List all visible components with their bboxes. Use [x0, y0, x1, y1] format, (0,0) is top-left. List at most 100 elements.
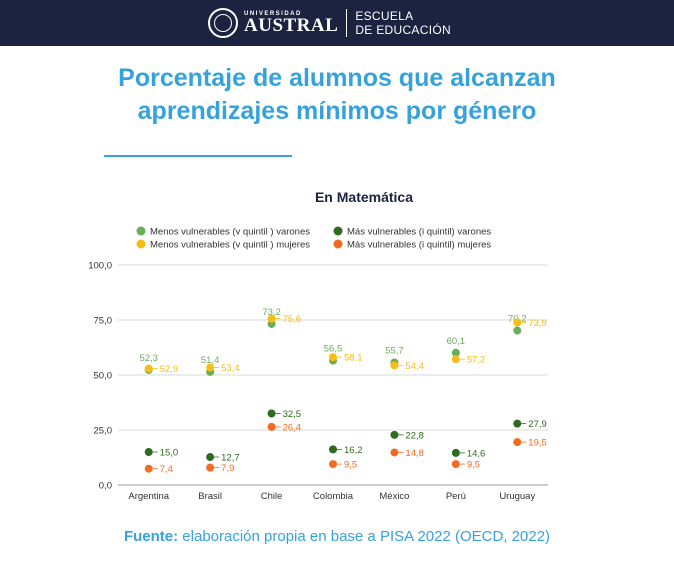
- data-label: 26,4: [283, 422, 302, 433]
- data-label: 14,6: [467, 448, 486, 459]
- data-label: 60,1: [447, 336, 466, 347]
- series-group: 15,0 12,7 32,5 16,2 22,8 14,6 27,9: [144, 409, 547, 464]
- data-point[interactable]: [451, 355, 460, 364]
- chart-legend: Menos vulnerables (v quintil ) varones Má…: [136, 226, 492, 251]
- data-label: 56,5: [324, 344, 343, 355]
- data-point[interactable]: [206, 363, 215, 372]
- header-bar: UNIVERSIDAD AUSTRAL ESCUELA DE EDUCACIÓN: [0, 0, 674, 46]
- y-tick-label: 0,0: [99, 481, 112, 492]
- school-line-1: ESCUELA: [355, 9, 414, 23]
- data-point[interactable]: [513, 326, 522, 335]
- x-tick-label: Argentina: [128, 491, 169, 502]
- x-tick-label: Uruguay: [499, 491, 535, 502]
- legend-label: Menos vulnerables (v quintil ) varones: [150, 227, 310, 238]
- data-label: 12,7: [221, 453, 240, 464]
- data-label: 75,6: [283, 314, 302, 325]
- chart-grid: [118, 264, 548, 486]
- x-tick-label: Colombia: [313, 491, 354, 502]
- page-title-line-1: Porcentaje de alumnos que alcanzan: [118, 64, 556, 92]
- data-point[interactable]: [451, 348, 460, 357]
- legend-marker: [333, 239, 343, 249]
- x-tick-label: Brasil: [198, 491, 222, 502]
- data-label: 53,4: [221, 363, 240, 374]
- data-point[interactable]: [329, 445, 337, 454]
- y-tick-label: 50,0: [94, 371, 113, 382]
- data-point[interactable]: [144, 448, 153, 456]
- legend-item[interactable]: Menos vulnerables (v quintil ) varones: [136, 226, 311, 238]
- data-label: 7,9: [221, 463, 234, 474]
- x-tick-label: México: [379, 491, 409, 502]
- title-underline: [104, 155, 292, 157]
- series-group: 52,9 53,4 75,6 58,1 54,4 57,2 73,9: [144, 314, 547, 375]
- legend-marker: [136, 239, 146, 249]
- chart: En Matemática Menos vulnerables (v quint…: [88, 189, 548, 502]
- data-point[interactable]: [267, 422, 276, 431]
- school-name: ESCUELA DE EDUCACIÓN: [355, 9, 451, 37]
- x-tick-label: Perú: [446, 491, 466, 502]
- data-label: 27,9: [528, 419, 547, 430]
- legend-marker: [333, 226, 343, 236]
- legend-marker: [136, 226, 146, 236]
- data-point[interactable]: [267, 314, 276, 323]
- legend-label: Más vulnerables (i quintil) mujeres: [347, 240, 491, 251]
- y-tick-label: 75,0: [94, 316, 113, 327]
- data-label: 14,8: [405, 448, 424, 459]
- data-label: 73,9: [528, 318, 547, 329]
- y-tick-label: 25,0: [94, 426, 113, 437]
- y-axis: 0,0 25,0 50,0 75,0 100,0: [88, 261, 112, 492]
- legend-item[interactable]: Más vulnerables (i quintil) varones: [333, 226, 492, 238]
- data-label: 9,5: [467, 460, 480, 471]
- source-note: Fuente: elaboración propia en base a PIS…: [0, 528, 674, 545]
- data-point[interactable]: [329, 460, 337, 469]
- legend-label: Menos vulnerables (v quintil ) mujeres: [150, 240, 310, 251]
- chart-title: En Matemática: [315, 189, 413, 205]
- y-tick-label: 100,0: [88, 261, 112, 272]
- page-title: Porcentaje de alumnos que alcanzan apren…: [0, 62, 674, 128]
- data-point[interactable]: [513, 438, 522, 447]
- legend-label: Más vulnerables (i quintil) varones: [347, 227, 491, 238]
- source-text: elaboración propia en base a PISA 2022 (…: [182, 528, 551, 545]
- data-point[interactable]: [451, 460, 460, 469]
- chart-series: 52,351,473,256,555,760,170,215,012,732,5…: [139, 307, 546, 475]
- data-label: 51,4: [201, 355, 220, 366]
- data-label: 32,5: [283, 409, 302, 420]
- data-point[interactable]: [390, 361, 399, 370]
- data-label: 54,4: [405, 361, 424, 372]
- legend-item[interactable]: Más vulnerables (i quintil) mujeres: [333, 239, 492, 251]
- data-label: 22,8: [405, 430, 424, 441]
- data-label: 52,9: [160, 364, 179, 375]
- school-line-2: DE EDUCACIÓN: [355, 23, 451, 37]
- university-small-label: UNIVERSIDAD: [244, 11, 302, 17]
- series-group: 7,4 7,9 26,4 9,5 14,8 9,5 19,5: [144, 422, 547, 475]
- x-axis: Argentina Brasil Chile Colombia México Perú Ur…: [128, 491, 535, 502]
- university-logo[interactable]: UNIVERSIDAD AUSTRAL ESCUELA DE EDUCACIÓN: [208, 4, 451, 42]
- data-point[interactable]: [267, 409, 276, 418]
- data-point[interactable]: [144, 464, 153, 473]
- data-point[interactable]: [451, 448, 460, 457]
- data-point[interactable]: [513, 318, 522, 327]
- university-name: AUSTRAL: [244, 15, 339, 36]
- legend-item[interactable]: Menos vulnerables (v quintil ) mujeres: [136, 239, 311, 251]
- data-point[interactable]: [206, 463, 215, 472]
- data-label: 55,7: [385, 345, 404, 356]
- data-point[interactable]: [390, 430, 399, 439]
- data-point[interactable]: [144, 364, 153, 373]
- data-point[interactable]: [513, 419, 522, 428]
- data-label: 16,2: [344, 445, 363, 456]
- seal-icon: [208, 8, 238, 38]
- page-title-line-2: aprendizajes mínimos por género: [137, 97, 537, 125]
- data-label: 7,4: [160, 464, 173, 475]
- data-label: 52,3: [139, 353, 158, 364]
- data-point[interactable]: [329, 353, 337, 362]
- data-label: 57,2: [467, 355, 486, 366]
- data-point[interactable]: [206, 453, 215, 462]
- data-label: 9,5: [344, 460, 357, 471]
- source-label: Fuente:: [123, 528, 179, 545]
- data-label: 58,1: [344, 353, 363, 364]
- data-label: 73,2: [262, 307, 281, 318]
- data-point[interactable]: [390, 448, 399, 457]
- logo-divider: [346, 9, 348, 37]
- data-label: 19,5: [528, 438, 547, 449]
- x-tick-label: Chile: [261, 491, 283, 502]
- data-label: 15,0: [160, 448, 179, 459]
